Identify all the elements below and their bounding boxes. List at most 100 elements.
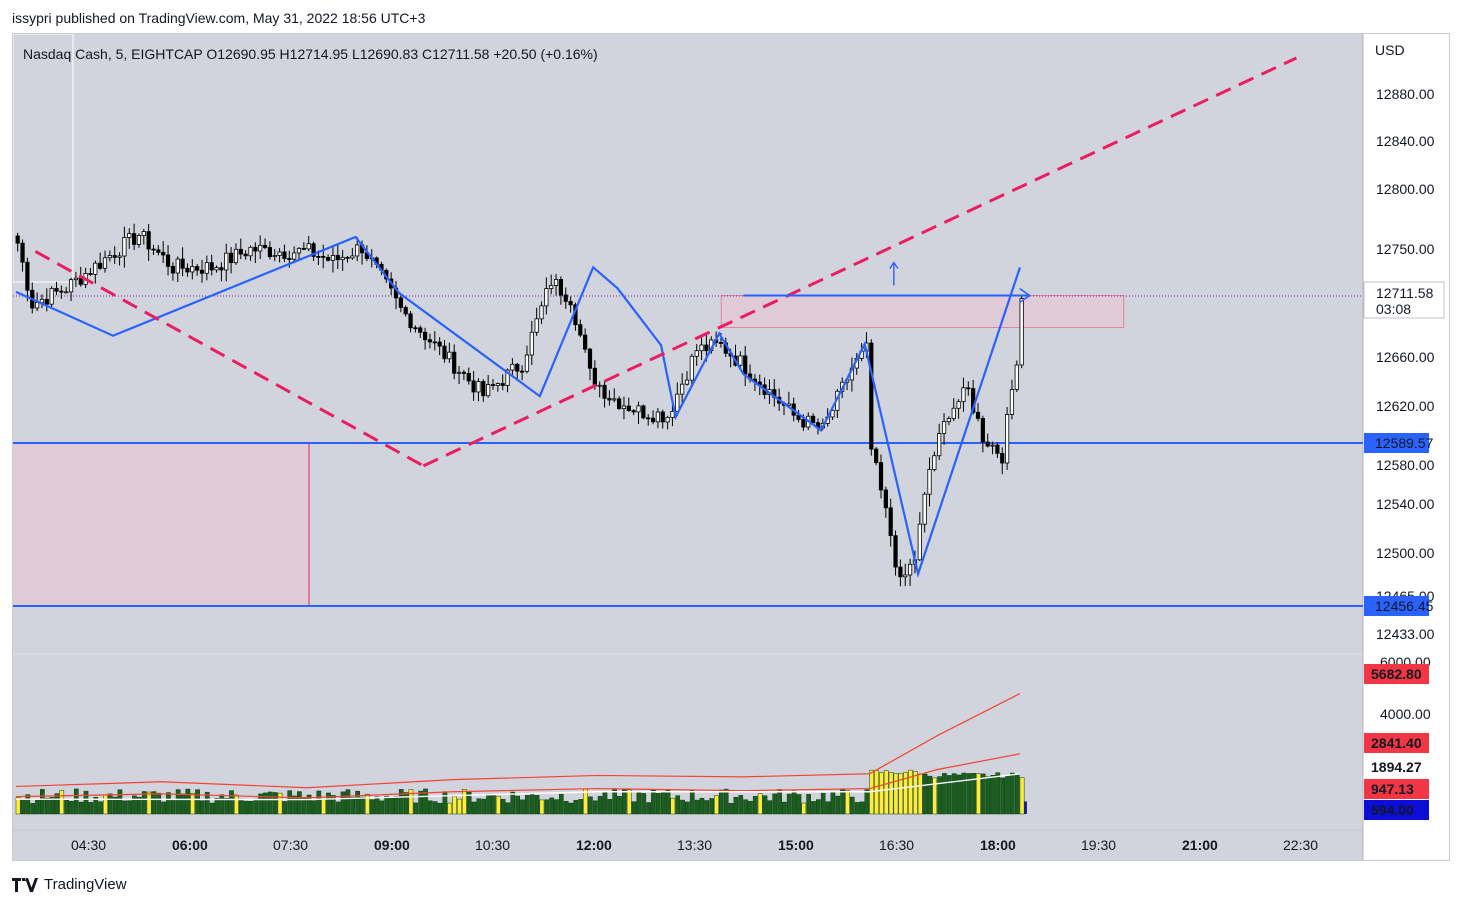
volume-bar [267, 791, 273, 815]
candle-body [529, 331, 534, 356]
volume-bar [956, 774, 962, 815]
candle-body [937, 433, 942, 457]
volume-bar [69, 800, 74, 815]
candle-body [132, 233, 137, 245]
candle-body [243, 253, 248, 257]
volume-bar [297, 791, 302, 815]
x-tick-label: 18:00 [980, 837, 1016, 853]
y-tick-label: 12880.00 [1376, 86, 1435, 102]
volume-bar [500, 799, 506, 815]
candle-body [932, 455, 937, 470]
volume-bar [811, 801, 816, 815]
volume-bar [166, 792, 171, 815]
candle-body [471, 380, 476, 393]
candle-body [888, 507, 893, 537]
candle-body [214, 267, 219, 271]
candle-body [801, 419, 806, 428]
volume-bar [680, 799, 685, 815]
candle-body [73, 277, 79, 281]
candle-body [301, 247, 306, 250]
chart-frame[interactable]: Nasdaq Cash, 5, EIGHTCAP O12690.95 H1271… [12, 33, 1450, 861]
volume-bar [602, 792, 608, 815]
candle-body [262, 244, 268, 248]
volume-bar [432, 801, 438, 815]
volume-bar [646, 802, 651, 815]
x-tick-label: 15:00 [778, 837, 814, 853]
volume-bar [568, 802, 574, 815]
candle-body [490, 384, 496, 387]
candle-body [64, 291, 69, 294]
volume-bar [374, 796, 380, 815]
volume-bar [486, 793, 491, 815]
volume-bar [927, 775, 933, 815]
volume-ma-white [15, 773, 1021, 801]
volume-bar [995, 772, 1001, 815]
volume-bar [122, 800, 128, 815]
candle-body [956, 401, 961, 409]
y-tick-label: 12500.00 [1376, 545, 1435, 561]
volume-bar [224, 798, 230, 815]
volume-bar [554, 799, 559, 815]
volume-bar [83, 790, 89, 815]
y-tick-label: 12433.00 [1376, 626, 1435, 642]
candle-body [990, 444, 995, 447]
candle-body [646, 417, 651, 420]
volume-bar [709, 798, 714, 815]
candle-body [20, 242, 25, 263]
volume-bar-current [1023, 801, 1027, 814]
candle-body [34, 302, 40, 309]
volume-bar [277, 792, 283, 815]
volume-bar [738, 795, 744, 815]
candle-body [495, 383, 500, 386]
plot-background [13, 34, 1363, 860]
publisher-attribution: issypri published on TradingView.com, Ma… [12, 10, 426, 26]
volume-bar [340, 791, 346, 815]
candle-body [15, 235, 20, 244]
candle-body [869, 342, 874, 450]
volume-bar [622, 788, 627, 815]
volume-bar [364, 793, 370, 815]
volume-bar [117, 789, 123, 815]
candle-body [995, 444, 1000, 454]
volume-bar [428, 800, 433, 815]
footer: TradingView [12, 876, 127, 893]
volume-bar [845, 790, 850, 815]
volume-bar [689, 790, 695, 815]
candle-body [1019, 298, 1024, 366]
volume-bar [840, 788, 845, 815]
candle-body [127, 233, 132, 238]
volume-bar [491, 795, 496, 815]
volume-bar [156, 792, 162, 815]
volume-bar [820, 792, 826, 815]
candle-body [1009, 389, 1015, 415]
volume-bar [980, 773, 986, 815]
volume-bar [238, 798, 244, 815]
volume-bar [25, 794, 31, 815]
y-tick-label: 12750.00 [1376, 241, 1435, 257]
volume-bar [229, 790, 234, 815]
candle-body [345, 256, 350, 259]
volume-bar [607, 799, 613, 815]
volume-bar [966, 773, 972, 815]
candle-body [583, 334, 588, 350]
volume-bar [578, 799, 584, 815]
volume-bar [1019, 777, 1025, 815]
candlestick-chart[interactable]: Nasdaq Cash, 5, EIGHTCAP O12690.95 H1271… [13, 34, 1449, 860]
volume-bar [190, 793, 196, 815]
volume-bar [883, 770, 889, 815]
volume-bar [1005, 775, 1010, 815]
volume-bar [723, 788, 729, 815]
candle-body [190, 266, 195, 273]
candle-body [874, 448, 879, 464]
volume-bar [321, 798, 326, 815]
candle-body [486, 384, 491, 397]
volume-bar [447, 802, 453, 815]
candle-body [660, 411, 665, 423]
candle-body [452, 351, 457, 374]
volume-bar [864, 789, 870, 815]
volume-value-label: 1894.27 [1371, 759, 1422, 775]
volume-bar [306, 794, 312, 815]
volume-bar [714, 795, 719, 815]
candle-body [253, 246, 258, 252]
volume-bar [786, 793, 792, 815]
